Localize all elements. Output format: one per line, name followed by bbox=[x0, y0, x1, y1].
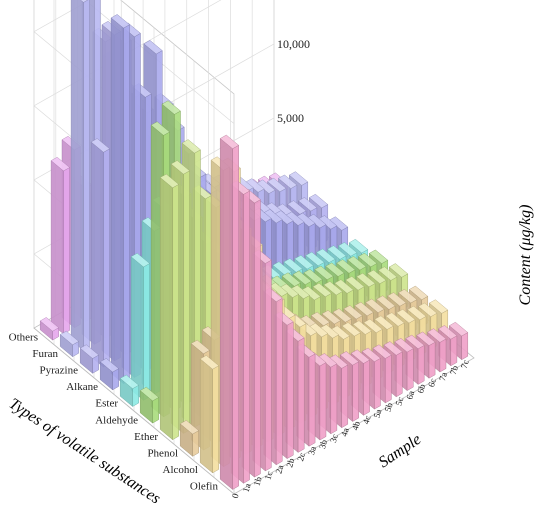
bar bbox=[119, 374, 140, 407]
y-tick-label: Olefin bbox=[190, 481, 219, 493]
bar bbox=[50, 156, 70, 335]
x-axis-title: Sample bbox=[376, 431, 425, 471]
bar bbox=[130, 252, 150, 401]
x-tick-label: 2a bbox=[273, 464, 285, 475]
bar bbox=[99, 358, 120, 391]
grid-line bbox=[84, 0, 235, 124]
x-tick-label: 3a bbox=[306, 445, 318, 456]
bar bbox=[59, 330, 80, 358]
bar bbox=[139, 386, 160, 424]
x-tick-label: 7b bbox=[448, 364, 460, 376]
x-tick-label: 1a bbox=[241, 482, 253, 493]
bar bbox=[199, 355, 220, 474]
bar bbox=[219, 134, 240, 490]
x-tick-label: 7a bbox=[437, 371, 449, 382]
y-tick-label: Pyrazine bbox=[40, 365, 79, 377]
y-tick-label: Others bbox=[9, 331, 38, 343]
x-tick-label: 1c bbox=[263, 470, 275, 481]
x-tick-label: 2b bbox=[284, 457, 296, 469]
y-tick-label: Ester bbox=[95, 398, 118, 410]
bar bbox=[159, 173, 180, 441]
x-tick-label: 3c bbox=[328, 433, 340, 444]
x-tick-label: 6b bbox=[415, 382, 427, 394]
x-tick-label: 3b bbox=[317, 438, 329, 450]
y-tick-label: Aldehyde bbox=[95, 414, 138, 426]
bar-group bbox=[39, 0, 469, 490]
x-tick-label: 5a bbox=[372, 408, 384, 419]
x-tick-label: 4a bbox=[339, 427, 351, 438]
x-tick-label: 6c bbox=[426, 377, 438, 388]
z-tick-label: 10,000 bbox=[277, 37, 310, 51]
x-tick-label: 0 bbox=[230, 492, 241, 500]
y-tick-label: Alcohol bbox=[163, 464, 198, 476]
z-axis-title: Content (μg/kg) bbox=[517, 205, 534, 306]
bar bbox=[70, 0, 90, 351]
x-tick-label: 6a bbox=[404, 390, 416, 401]
bar bbox=[90, 138, 110, 368]
bar bbox=[39, 317, 60, 341]
bar bbox=[79, 344, 100, 374]
x-tick-label: 2c bbox=[295, 451, 307, 462]
y-tick-label: Furan bbox=[32, 348, 58, 360]
x-tick-label: 1b bbox=[252, 475, 264, 487]
tick-labels: Olefin Alcohol Phenol Ether Aldehyde Ester Alk… bbox=[9, 37, 471, 500]
y-tick-label: Ether bbox=[134, 431, 158, 443]
bar bbox=[110, 14, 130, 385]
y-tick-label: Alkane bbox=[66, 381, 98, 393]
bar bbox=[179, 420, 200, 457]
x-tick-label: 4b bbox=[350, 420, 362, 432]
x-tick-label: 5b bbox=[383, 401, 395, 413]
x-tick-label: 5c bbox=[393, 396, 405, 407]
x-tick-label: 7c bbox=[459, 359, 471, 370]
y-tick-label: Phenol bbox=[147, 448, 178, 460]
z-tick-label: 5,000 bbox=[277, 111, 304, 125]
x-tick-label: 4c bbox=[361, 414, 373, 425]
